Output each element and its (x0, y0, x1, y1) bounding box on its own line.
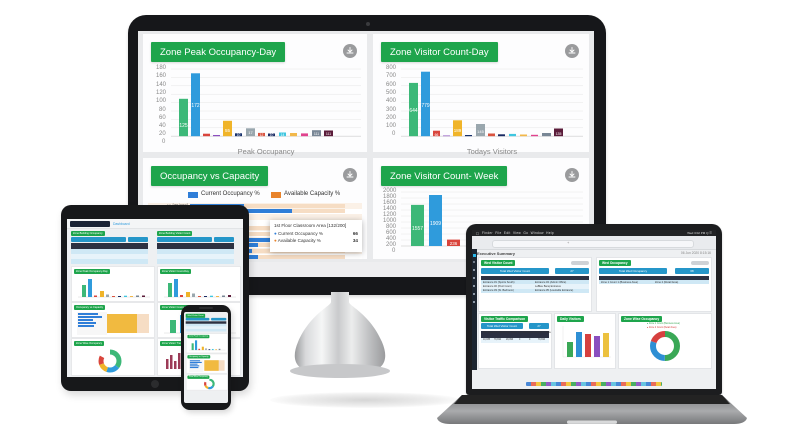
svg-text:66: 66 (435, 133, 439, 137)
svg-text:10: 10 (270, 133, 274, 137)
svg-text:17: 17 (248, 130, 253, 135)
svg-text:1557: 1557 (412, 226, 423, 232)
svg-text:172: 172 (191, 103, 200, 109)
svg-text:125: 125 (179, 123, 188, 129)
svg-text:12: 12 (260, 133, 264, 137)
svg-text:779: 779 (421, 103, 430, 109)
svg-text:135: 135 (556, 132, 562, 136)
svg-text:1909: 1909 (430, 221, 441, 227)
svg-text:55: 55 (225, 128, 231, 133)
svg-text:111: 111 (326, 132, 331, 136)
svg-text:10: 10 (237, 133, 241, 137)
svg-text:111: 111 (314, 132, 319, 136)
svg-text:236: 236 (450, 241, 458, 246)
svg-text:189: 189 (454, 128, 462, 133)
svg-text:14: 14 (281, 133, 285, 137)
svg-text:644: 644 (409, 108, 418, 114)
svg-text:145: 145 (477, 129, 484, 134)
